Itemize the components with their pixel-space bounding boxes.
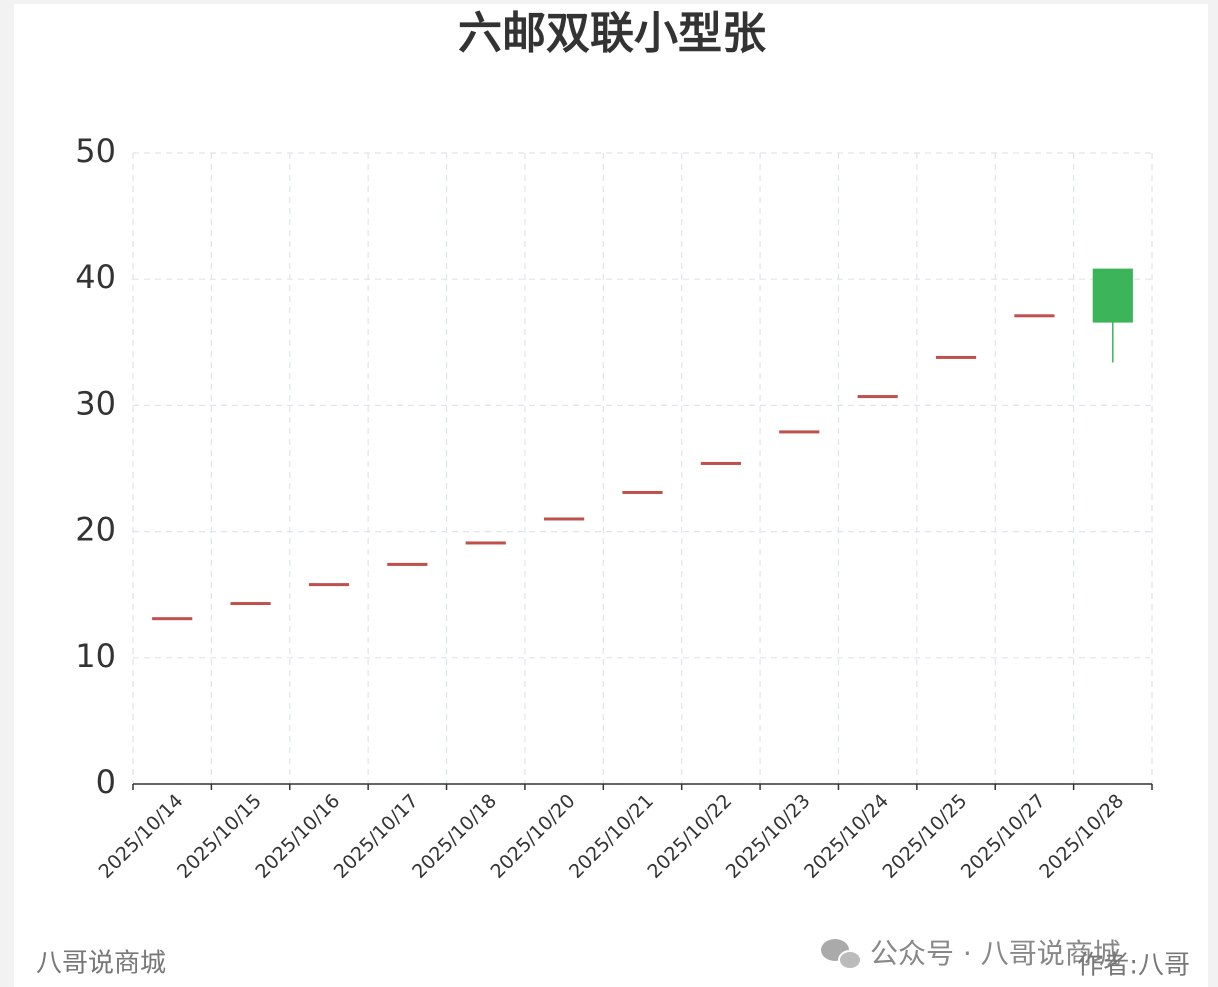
- y-tick-label: 50: [75, 132, 116, 170]
- watermark: 作者:八哥: [1077, 951, 1190, 981]
- candle-body: [622, 490, 663, 494]
- candle-body: [465, 541, 506, 545]
- candle-body: [1092, 268, 1133, 323]
- candle-body: [387, 562, 428, 566]
- candle-body: [152, 617, 193, 621]
- candle-body: [544, 517, 585, 521]
- candle-body: [230, 602, 271, 606]
- card: [14, 4, 1208, 987]
- candle-body: [935, 355, 977, 359]
- candle-body: [700, 461, 741, 465]
- y-tick-label: 40: [75, 258, 116, 296]
- candle-body: [1014, 314, 1055, 318]
- y-tick-label: 20: [75, 511, 116, 549]
- candle-body: [779, 430, 820, 434]
- wechat-icon: [821, 939, 862, 970]
- watermark: 公众号 · 八哥说商城: [870, 937, 1121, 970]
- y-tick-label: 30: [75, 384, 116, 422]
- watermark: 八哥说商城: [36, 949, 166, 979]
- chart-title: 六邮双联小型张: [458, 8, 766, 59]
- y-tick-label: 0: [96, 763, 116, 801]
- candle-body: [308, 583, 350, 587]
- y-tick-label: 10: [75, 637, 116, 675]
- candle-body: [857, 395, 898, 399]
